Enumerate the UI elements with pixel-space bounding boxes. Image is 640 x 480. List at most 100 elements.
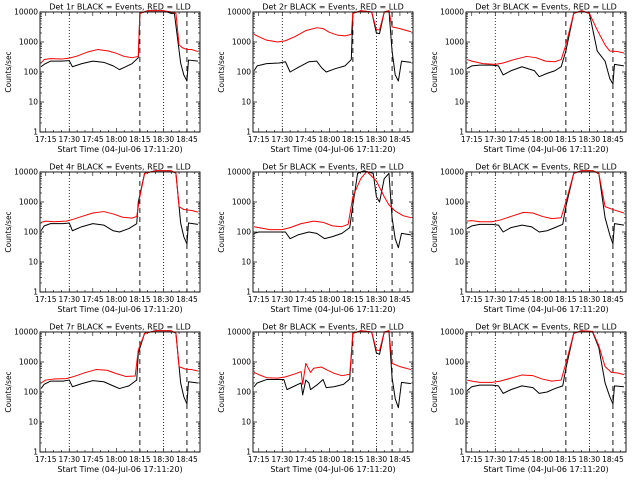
x-tick-label: 17:15 (248, 295, 270, 304)
x-axis-label: Start Time (04-Jul-06 17:11:20) (270, 465, 395, 474)
series-events-line (253, 10, 411, 82)
panel-title: Det 4r BLACK = Events, RED = LLD (49, 163, 191, 172)
x-tick-label: 17:30 (271, 455, 293, 464)
detector-panel-5: Det 5r BLACK = Events, RED = LLD Counts/s… (217, 163, 414, 314)
x-tick-label: 18:45 (602, 135, 624, 144)
x-axis-label: Start Time (04-Jul-06 17:11:20) (483, 145, 608, 154)
x-tick-label: 18:00 (106, 455, 128, 464)
x-tick-label: 18:30 (153, 295, 175, 304)
y-tick-label: 10000 (227, 8, 251, 17)
x-tick-label: 17:45 (82, 455, 104, 464)
y-tick-label: 100 (237, 68, 252, 77)
x-tick-label: 17:30 (58, 295, 80, 304)
y-axis-label: Counts/sec (217, 211, 226, 252)
y-tick-label: 100 (237, 388, 252, 397)
y-axis-label: Counts/sec (4, 211, 13, 252)
detector-panel-6: Det 6r BLACK = Events, RED = LLD Counts/s… (430, 163, 627, 314)
x-tick-label: 18:15 (555, 455, 577, 464)
y-tick-label: 1 (33, 288, 38, 297)
plot-frame (39, 331, 201, 453)
y-tick-label: 10 (454, 98, 464, 107)
x-tick-label: 18:45 (176, 135, 198, 144)
plot-frame (465, 331, 627, 453)
detector-panel-2: Det 2r BLACK = Events, RED = LLD Counts/s… (217, 3, 414, 154)
y-tick-label: 10000 (440, 168, 464, 177)
y-tick-label: 100 (450, 228, 465, 237)
plot-frame (465, 11, 627, 133)
y-tick-label: 10 (241, 418, 251, 427)
y-axis-label: Counts/sec (4, 371, 13, 412)
x-tick-label: 17:30 (271, 295, 293, 304)
y-tick-label: 1 (246, 288, 251, 297)
y-tick-label: 10000 (440, 328, 464, 337)
y-tick-label: 1 (459, 288, 464, 297)
y-tick-label: 10 (241, 258, 251, 267)
panel-title: Det 2r BLACK = Events, RED = LLD (262, 3, 404, 12)
series-lld-line (253, 170, 412, 231)
x-tick-label: 18:00 (106, 135, 128, 144)
x-tick-label: 17:45 (295, 135, 317, 144)
series-events-line (40, 170, 198, 245)
y-tick-label: 10000 (14, 328, 38, 337)
y-tick-label: 1000 (232, 38, 251, 47)
y-tick-label: 1 (33, 128, 38, 137)
x-tick-label: 18:45 (389, 455, 411, 464)
series-events-line (253, 330, 411, 409)
x-tick-label: 18:15 (129, 135, 151, 144)
plot-frame (465, 171, 627, 293)
panel-title: Det 1r BLACK = Events, RED = LLD (49, 3, 191, 12)
x-tick-label: 17:45 (295, 295, 317, 304)
y-tick-label: 1 (459, 448, 464, 457)
y-tick-label: 1000 (19, 198, 38, 207)
panel-title: Det 3r BLACK = Events, RED = LLD (475, 3, 617, 12)
y-tick-label: 1000 (445, 38, 464, 47)
plot-frame (252, 171, 414, 293)
y-axis-label: Counts/sec (4, 51, 13, 92)
series-lld-line (253, 10, 412, 43)
x-tick-label: 18:00 (532, 295, 554, 304)
x-tick-label: 17:45 (82, 295, 104, 304)
x-tick-label: 17:15 (35, 455, 57, 464)
panel-title: Det 9r BLACK = Events, RED = LLD (475, 323, 617, 332)
y-tick-label: 10 (454, 418, 464, 427)
x-tick-label: 17:45 (508, 455, 530, 464)
y-tick-label: 10 (454, 258, 464, 267)
plot-frame (39, 11, 201, 133)
y-tick-label: 1000 (445, 198, 464, 207)
x-tick-label: 17:30 (58, 455, 80, 464)
x-tick-label: 18:00 (532, 135, 554, 144)
panel-title: Det 7r BLACK = Events, RED = LLD (49, 323, 191, 332)
series-lld-line (40, 330, 199, 384)
x-axis-label: Start Time (04-Jul-06 17:11:20) (483, 305, 608, 314)
y-axis-label: Counts/sec (430, 51, 439, 92)
y-tick-label: 100 (24, 388, 39, 397)
x-tick-label: 18:15 (342, 455, 364, 464)
x-tick-label: 18:45 (176, 295, 198, 304)
plot-frame (39, 171, 201, 293)
y-tick-label: 10 (28, 258, 38, 267)
detector-panel-4: Det 4r BLACK = Events, RED = LLD Counts/s… (4, 163, 201, 314)
series-lld-line (40, 10, 199, 64)
y-tick-label: 10 (241, 98, 251, 107)
x-tick-label: 17:15 (461, 295, 483, 304)
x-tick-label: 18:45 (602, 295, 624, 304)
y-tick-label: 1000 (232, 198, 251, 207)
y-tick-label: 10000 (440, 8, 464, 17)
x-tick-label: 18:30 (579, 455, 601, 464)
y-tick-label: 100 (24, 228, 39, 237)
series-events-line (40, 330, 198, 405)
x-tick-label: 17:30 (484, 295, 506, 304)
x-tick-label: 17:30 (271, 135, 293, 144)
x-tick-label: 17:45 (508, 135, 530, 144)
x-tick-label: 17:15 (35, 295, 57, 304)
y-tick-label: 1 (459, 128, 464, 137)
x-axis-label: Start Time (04-Jul-06 17:11:20) (270, 305, 395, 314)
x-tick-label: 18:30 (366, 295, 388, 304)
series-lld-line (253, 330, 412, 385)
x-tick-label: 17:45 (508, 295, 530, 304)
x-tick-label: 17:30 (484, 135, 506, 144)
x-tick-label: 17:30 (484, 455, 506, 464)
x-tick-label: 17:30 (58, 135, 80, 144)
x-tick-label: 18:30 (153, 135, 175, 144)
